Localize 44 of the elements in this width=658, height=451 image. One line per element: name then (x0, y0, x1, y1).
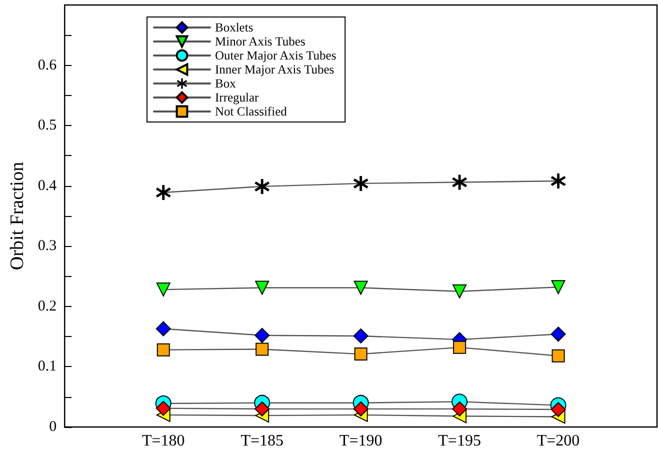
x-tick-label: T=180 (142, 432, 185, 450)
legend-label: Inner Major Axis Tubes (215, 62, 334, 76)
x-tick-label: T=200 (536, 432, 580, 450)
point (353, 176, 368, 191)
point (156, 400, 171, 416)
y-tick-label: 0.4 (38, 178, 58, 194)
point (550, 174, 566, 189)
x-tick-label: T=185 (240, 432, 284, 450)
point (254, 328, 270, 343)
point (452, 174, 468, 190)
point (156, 321, 171, 336)
legend-label: Box (215, 76, 237, 90)
legend-label: Outer Major Axis Tubes (215, 48, 336, 62)
point (550, 402, 566, 418)
point (452, 401, 468, 416)
point (452, 284, 467, 298)
point (453, 340, 466, 354)
point (156, 184, 171, 200)
y-tick-label: 0 (49, 419, 57, 435)
point (353, 401, 368, 416)
point (551, 280, 566, 294)
y-axis-title: Orbit Fraction (7, 161, 28, 270)
point (156, 282, 170, 297)
point (254, 178, 270, 194)
point (156, 343, 170, 356)
x-tick-label: T=190 (339, 432, 382, 450)
legend-label: Not Classified (215, 104, 288, 118)
point (354, 348, 368, 361)
x-tick-label: T=195 (438, 432, 481, 450)
y-tick-label: 0.5 (38, 118, 57, 134)
point (354, 280, 368, 295)
legend-label: Minor Axis Tubes (215, 34, 306, 48)
point (256, 342, 269, 356)
point (550, 326, 566, 342)
point (552, 349, 565, 362)
point (254, 401, 270, 416)
legend-label: Boxlets (215, 20, 254, 34)
point (255, 280, 270, 295)
legend-label: Irregular (215, 90, 260, 104)
y-tick-label: 0.3 (38, 238, 57, 254)
y-tick-label: 0.1 (38, 358, 57, 375)
point (353, 328, 368, 344)
y-tick-label: 0.6 (38, 57, 58, 74)
y-tick-label: 0.2 (38, 298, 57, 314)
